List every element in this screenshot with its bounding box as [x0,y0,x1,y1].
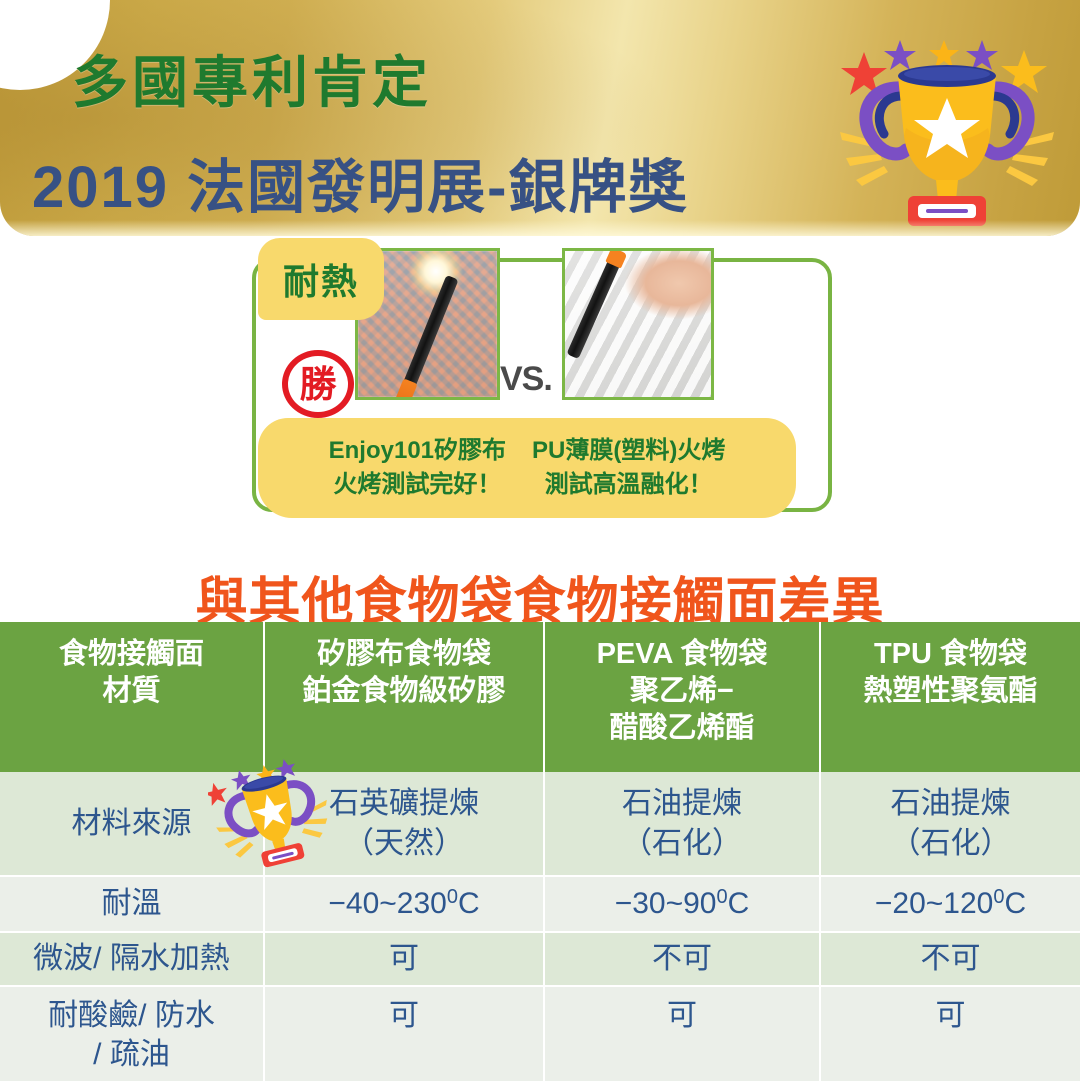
degree-symbol: 0 [446,886,458,909]
row-3-label-line1: 耐酸鹼/ 防水 [48,998,215,1032]
vs-label: VS. [500,360,553,398]
caption-silicone-line1: Enjoy101矽膠布 [328,436,507,464]
winner-badge: 勝 [282,350,354,418]
row-1-silicone: −40~2300C [264,876,545,933]
row-1-label-line1: 耐溫 [101,887,162,921]
header-2-line2: 聚乙烯− [630,675,734,708]
caption-pu-line1: PU薄膜(塑料)火烤 [532,436,726,464]
caption-silicone: Enjoy101矽膠布 火烤測試完好！ [329,434,506,502]
row-2-label-line1: 微波/ 隔水加熱 [33,942,230,975]
degree-symbol: 0 [993,886,1005,909]
row-2-peva: 不可 [544,932,821,987]
header-3-line1: TPU 食物袋 [873,638,1028,670]
degree-symbol: 0 [716,886,728,909]
table-row: 材料來源 石英礦提煉 （天然） 石油提煉 （石化） 石油提煉 （石化） [0,772,1080,877]
row-2-silicone: 可 [264,932,545,987]
row-1-label: 耐溫 [0,876,265,933]
row-0-label: 材料來源 [0,772,265,877]
row-0-tpu-line1: 石油提煉 [890,786,1011,820]
table-header-cell-silicone: 矽膠布食物袋 鉑金食物級矽膠 [264,622,545,772]
row-2-tpu: 不可 [820,932,1080,987]
row-1-tpu-unit: C [1004,887,1027,921]
row-0-silicone-line2: （天然） [344,826,464,860]
row-1-peva: −30~900C [544,876,821,933]
row-3-tpu: 可 [820,985,1080,1083]
row-1-tpu-value: −20~120 [874,887,994,921]
row-0-tpu-line2: （石化） [890,826,1011,860]
row-0-label-line1: 材料來源 [71,806,192,840]
table-header-cell-material: 食物接觸面 材質 [0,622,265,772]
row-3-label: 耐酸鹼/ 防水 / 疏油 [0,985,265,1083]
header-2-line3: 醋酸乙烯酯 [609,712,755,745]
row-2-label: 微波/ 隔水加熱 [0,932,265,987]
header-0-line2: 材質 [102,675,161,708]
row-0-peva: 石油提煉 （石化） [544,772,821,877]
trophy-icon [832,24,1062,230]
caption-columns: Enjoy101矽膠布 火烤測試完好！ PU薄膜(塑料)火烤 測試高溫融化！ [319,434,736,502]
header-1-line2: 鉑金食物級矽膠 [302,675,506,708]
award-headline: 2019 法國發明展-銀牌獎 [32,155,689,220]
table-header-cell-tpu: TPU 食物袋 熱塑性聚氨酯 [820,622,1080,772]
header-1-line1: 矽膠布食物袋 [316,638,491,670]
row-1-silicone-value: −40~230 [328,887,447,921]
header-0-line1: 食物接觸面 [58,638,204,670]
patent-headline: 多國專利肯定 [72,51,432,114]
row-0-peva-line2: （石化） [622,826,742,860]
caption-pu: PU薄膜(塑料)火烤 測試高溫融化！ [532,434,725,502]
row-0-tpu: 石油提煉 （石化） [820,772,1080,877]
food-contact-comparison-table: 食物接觸面 材質 矽膠布食物袋 鉑金食物級矽膠 PEVA 食物袋 聚乙烯− 醋酸… [0,622,1080,1083]
heat-resistance-label: 耐熱 [282,261,359,302]
row-1-tpu: −20~1200C [820,876,1080,933]
table-body: 材料來源 石英礦提煉 （天然） 石油提煉 （石化） 石油提煉 （石化） 耐溫 −… [0,772,1080,1083]
heat-test-caption: Enjoy101矽膠布 火烤測試完好！ PU薄膜(塑料)火烤 測試高溫融化！ [258,418,796,518]
row-3-label-line2: / 疏油 [93,1038,170,1072]
header-3-line2: 熱塑性聚氨酯 [863,675,1038,708]
row-1-peva-value: −30~90 [614,887,717,921]
row-3-silicone: 可 [264,985,545,1083]
heat-resistance-badge: 耐熱 [258,238,384,320]
pu-film-torch-test-photo [562,248,714,400]
table-header-cell-peva: PEVA 食物袋 聚乙烯− 醋酸乙烯酯 [544,622,821,772]
header-2-line1: PEVA 食物袋 [596,638,768,670]
table-header-row: 食物接觸面 材質 矽膠布食物袋 鉑金食物級矽膠 PEVA 食物袋 聚乙烯− 醋酸… [0,622,1080,772]
table-row: 耐溫 −40~2300C −30~900C −20~1200C [0,876,1080,933]
table-header: 食物接觸面 材質 矽膠布食物袋 鉑金食物級矽膠 PEVA 食物袋 聚乙烯− 醋酸… [0,622,1080,772]
winner-label: 勝 [299,363,337,405]
row-1-peva-unit: C [727,887,750,921]
caption-silicone-line2: 火烤測試完好！ [333,471,502,498]
row-3-peva: 可 [544,985,821,1083]
caption-pu-line2: 測試高溫融化！ [544,471,713,498]
row-1-silicone-unit: C [457,887,480,921]
row-0-silicone-line1: 石英礦提煉 [329,786,479,820]
table-row: 耐酸鹼/ 防水 / 疏油 可 可 可 [0,985,1080,1083]
award-banner: 多國專利肯定 2019 法國發明展-銀牌獎 [0,0,1080,236]
row-0-silicone: 石英礦提煉 （天然） [264,772,545,877]
row-0-peva-line1: 石油提煉 [622,786,742,820]
table-row: 微波/ 隔水加熱 可 不可 不可 [0,932,1080,987]
